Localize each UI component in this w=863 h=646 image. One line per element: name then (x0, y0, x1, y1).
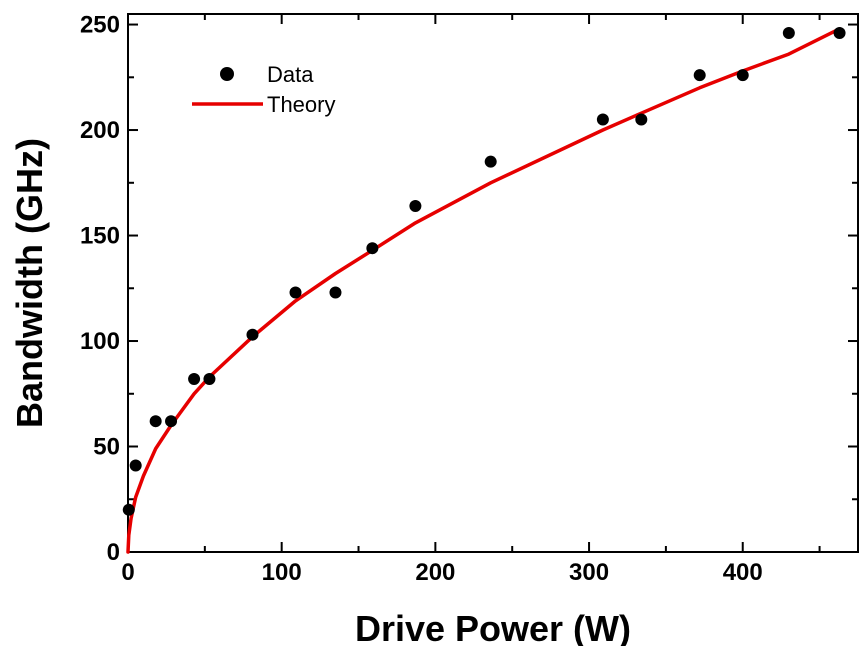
data-point (188, 372, 201, 385)
x-tick-label: 300 (569, 559, 609, 586)
legend-data-label: Data (267, 62, 314, 87)
data-point (736, 69, 749, 82)
data-point (366, 242, 379, 255)
series-layer (122, 26, 846, 554)
legend: Data Theory (192, 62, 335, 117)
data-point (149, 415, 162, 428)
y-tick-label: 150 (80, 223, 120, 250)
data-point (693, 69, 706, 82)
data-point (635, 113, 648, 126)
y-tick-label: 50 (93, 434, 120, 461)
legend-data-marker (220, 67, 234, 81)
data-point (129, 459, 142, 472)
data-point (596, 113, 609, 126)
data-point (203, 372, 216, 385)
y-tick-label: 200 (80, 117, 120, 144)
x-tick-label: 0 (121, 559, 134, 586)
plot-border (127, 13, 859, 553)
y-axis-title: Bandwidth (GHz) (9, 138, 50, 428)
data-point (409, 199, 422, 212)
axis-tick-labels: 0 100 200 300 400 0 50 100 150 200 250 (80, 12, 763, 586)
theory-line (126, 27, 842, 554)
data-point (782, 26, 795, 39)
y-tick-label: 100 (80, 328, 120, 355)
x-axis-title: Drive Power (W) (355, 608, 631, 646)
data-point (484, 155, 497, 168)
y-tick-label: 0 (107, 539, 120, 566)
axis-ticks (127, 14, 858, 553)
data-point (246, 328, 259, 341)
x-tick-label: 400 (723, 559, 763, 586)
x-tick-label: 100 (262, 559, 302, 586)
y-tick-label: 250 (80, 12, 120, 39)
x-tick-label: 200 (415, 559, 455, 586)
data-point (289, 286, 302, 299)
data-point (122, 503, 135, 516)
plot-frame (127, 13, 859, 553)
data-point (329, 286, 342, 299)
data-point (165, 415, 178, 428)
legend-theory-label: Theory (267, 92, 335, 117)
data-point (833, 26, 846, 39)
